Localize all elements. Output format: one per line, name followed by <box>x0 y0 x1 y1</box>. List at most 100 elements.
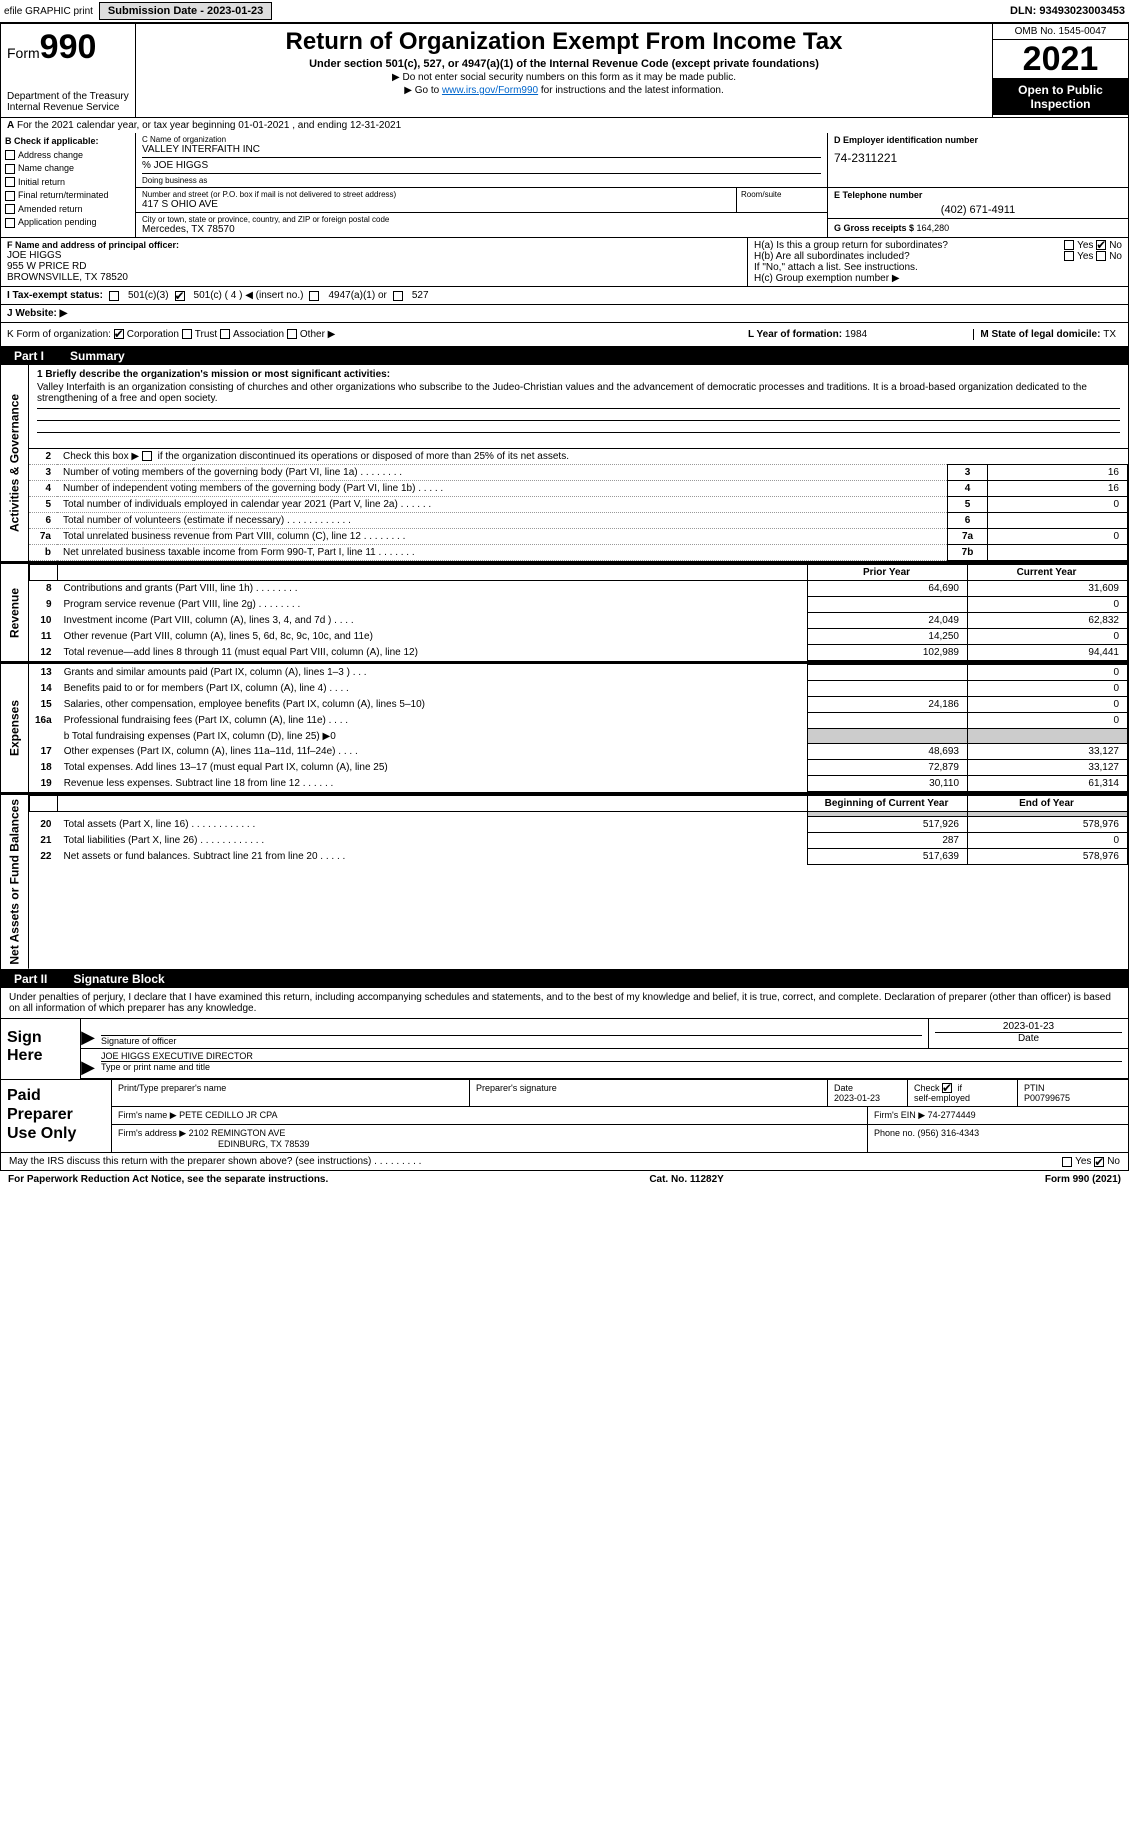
gross-receipts: 164,280 <box>917 223 950 233</box>
header-right: OMB No. 1545-0047 2021 Open to Public In… <box>993 24 1128 117</box>
goto-note: ▶ Go to www.irs.gov/Form990 for instruct… <box>144 85 984 96</box>
part2-header: Part II Signature Block <box>0 970 1129 988</box>
val-line3: 16 <box>988 465 1128 481</box>
header-center: Return of Organization Exempt From Incom… <box>136 24 993 117</box>
arrow-icon: ▶ <box>81 1019 95 1048</box>
signature-officer-label: Signature of officer <box>101 1035 922 1046</box>
cbx-ha-yes[interactable] <box>1064 240 1074 250</box>
part1-header: Part I Summary <box>0 347 1129 365</box>
cbx-ha-no[interactable] <box>1096 240 1106 250</box>
cbx-name-change[interactable] <box>5 164 15 174</box>
street-address: 417 S OHIO AVE <box>142 199 730 210</box>
side-netassets: Net Assets or Fund Balances <box>1 795 29 969</box>
officer-name: JOE HIGGS EXECUTIVE DIRECTOR <box>101 1051 1122 1061</box>
address-block: Number and street (or P.O. box if mail i… <box>136 188 828 237</box>
cbx-assoc[interactable] <box>220 329 230 339</box>
city-state-zip: Mercedes, TX 78570 <box>142 224 821 235</box>
page-footer: For Paperwork Reduction Act Notice, see … <box>0 1171 1129 1188</box>
h-group-return: H(a) Is this a group return for subordin… <box>748 238 1128 286</box>
form-number: 990 <box>40 28 97 66</box>
room-suite: Room/suite <box>737 188 827 212</box>
expenses-table: 13Grants and similar amounts paid (Part … <box>29 664 1128 792</box>
entity-block: B Check if applicable: Address change Na… <box>0 133 1129 238</box>
footer-left: For Paperwork Reduction Act Notice, see … <box>8 1174 328 1185</box>
line-i-tax-status: I Tax-exempt status: 501(c)(3) 501(c) ( … <box>0 287 1129 305</box>
netassets-section: Net Assets or Fund Balances Beginning of… <box>0 793 1129 970</box>
form-header: Form990 Department of the Treasury Inter… <box>0 23 1129 118</box>
revenue-table: Prior YearCurrent Year 8Contributions an… <box>29 564 1128 661</box>
signature-declaration: Under penalties of perjury, I declare th… <box>1 988 1128 1019</box>
firm-addr1: 2102 REMINGTON AVE <box>189 1128 286 1138</box>
line-j-website: J Website: ▶ <box>0 305 1129 323</box>
side-expenses: Expenses <box>1 664 29 792</box>
firm-ein: 74-2774449 <box>928 1110 976 1120</box>
signature-block: Under penalties of perjury, I declare th… <box>0 988 1129 1080</box>
phone-gross-block: E Telephone number (402) 671-4911 G Gros… <box>828 188 1128 237</box>
cbx-trust[interactable] <box>182 329 192 339</box>
preparer-block: Paid Preparer Use Only Print/Type prepar… <box>0 1080 1129 1154</box>
cbx-self-employed[interactable] <box>942 1083 952 1093</box>
header-left: Form990 Department of the Treasury Inter… <box>1 24 136 117</box>
cbx-final-return[interactable] <box>5 191 15 201</box>
row-a-tax-year: A For the 2021 calendar year, or tax yea… <box>0 118 1129 133</box>
cbx-address-change[interactable] <box>5 150 15 160</box>
firm-name: PETE CEDILLO JR CPA <box>179 1110 277 1120</box>
ssn-note: ▶ Do not enter social security numbers o… <box>144 72 984 83</box>
paid-preparer-label: Paid Preparer Use Only <box>1 1080 111 1153</box>
governance-section: Activities & Governance 1 Briefly descri… <box>0 365 1129 562</box>
cbx-corp[interactable] <box>114 329 124 339</box>
discuss-row: May the IRS discuss this return with the… <box>0 1153 1129 1171</box>
cbx-initial-return[interactable] <box>5 177 15 187</box>
governance-table: 2Check this box ▶ Check this box ▶ if th… <box>29 449 1128 561</box>
cbx-amended[interactable] <box>5 204 15 214</box>
val-line7a: 0 <box>988 529 1128 545</box>
open-to-public: Open to Public Inspection <box>993 79 1128 115</box>
omb-number: OMB No. 1545-0047 <box>993 24 1128 40</box>
tax-year: 2021 <box>993 40 1128 79</box>
footer-form: Form 990 (2021) <box>1045 1174 1121 1185</box>
val-line5: 0 <box>988 497 1128 513</box>
firm-addr2: EDINBURG, TX 78539 <box>218 1139 309 1149</box>
submission-date-button[interactable]: Submission Date - 2023-01-23 <box>99 2 272 20</box>
val-line6 <box>988 513 1128 529</box>
org-name-block: C Name of organization VALLEY INTERFAITH… <box>136 133 828 188</box>
care-of: % JOE HIGGS <box>142 160 821 171</box>
efile-topbar: efile GRAPHIC print Submission Date - 20… <box>0 0 1129 23</box>
cbx-line2[interactable] <box>142 451 152 461</box>
arrow-icon: ▶ <box>81 1049 95 1078</box>
cbx-application-pending[interactable] <box>5 218 15 228</box>
efile-label: efile GRAPHIC print <box>4 6 93 17</box>
dept-treasury: Department of the Treasury <box>7 91 129 102</box>
form-prefix: Form <box>7 45 40 61</box>
netassets-table: Beginning of Current YearEnd of Year 20T… <box>29 795 1128 865</box>
form-subtitle: Under section 501(c), 527, or 4947(a)(1)… <box>144 58 984 70</box>
firm-phone: (956) 316-4343 <box>918 1128 980 1138</box>
cbx-other[interactable] <box>287 329 297 339</box>
line-k-form-org: K Form of organization: Corporation Trus… <box>0 323 1129 347</box>
phone-number: (402) 671-4911 <box>834 200 1122 216</box>
year-formation: 1984 <box>845 329 867 340</box>
cbx-hb-yes[interactable] <box>1064 251 1074 261</box>
val-line7b <box>988 545 1128 561</box>
cbx-501c3[interactable] <box>109 291 119 301</box>
sig-date-value: 2023-01-23 <box>935 1021 1122 1032</box>
side-revenue: Revenue <box>1 564 29 661</box>
cbx-501c[interactable] <box>175 291 185 301</box>
sign-here-label: Sign Here <box>1 1019 81 1079</box>
mission-block: 1 Briefly describe the organization's mi… <box>29 365 1128 449</box>
prep-date: 2023-01-23 <box>834 1093 880 1103</box>
ein-value: 74-2311221 <box>834 145 1122 165</box>
dln-label: DLN: 93493023003453 <box>1010 5 1125 17</box>
org-name: VALLEY INTERFAITH INC <box>142 144 821 155</box>
side-governance: Activities & Governance <box>1 365 29 561</box>
cbx-discuss-no[interactable] <box>1094 1157 1104 1167</box>
principal-officer: F Name and address of principal officer:… <box>1 238 748 286</box>
ein-block: D Employer identification number 74-2311… <box>828 133 1128 188</box>
cbx-discuss-yes[interactable] <box>1062 1157 1072 1167</box>
cbx-4947[interactable] <box>309 291 319 301</box>
cbx-527[interactable] <box>393 291 403 301</box>
form-title: Return of Organization Exempt From Incom… <box>144 28 984 56</box>
cbx-hb-no[interactable] <box>1096 251 1106 261</box>
irs-link[interactable]: www.irs.gov/Form990 <box>442 85 538 96</box>
state-domicile: TX <box>1103 329 1116 340</box>
